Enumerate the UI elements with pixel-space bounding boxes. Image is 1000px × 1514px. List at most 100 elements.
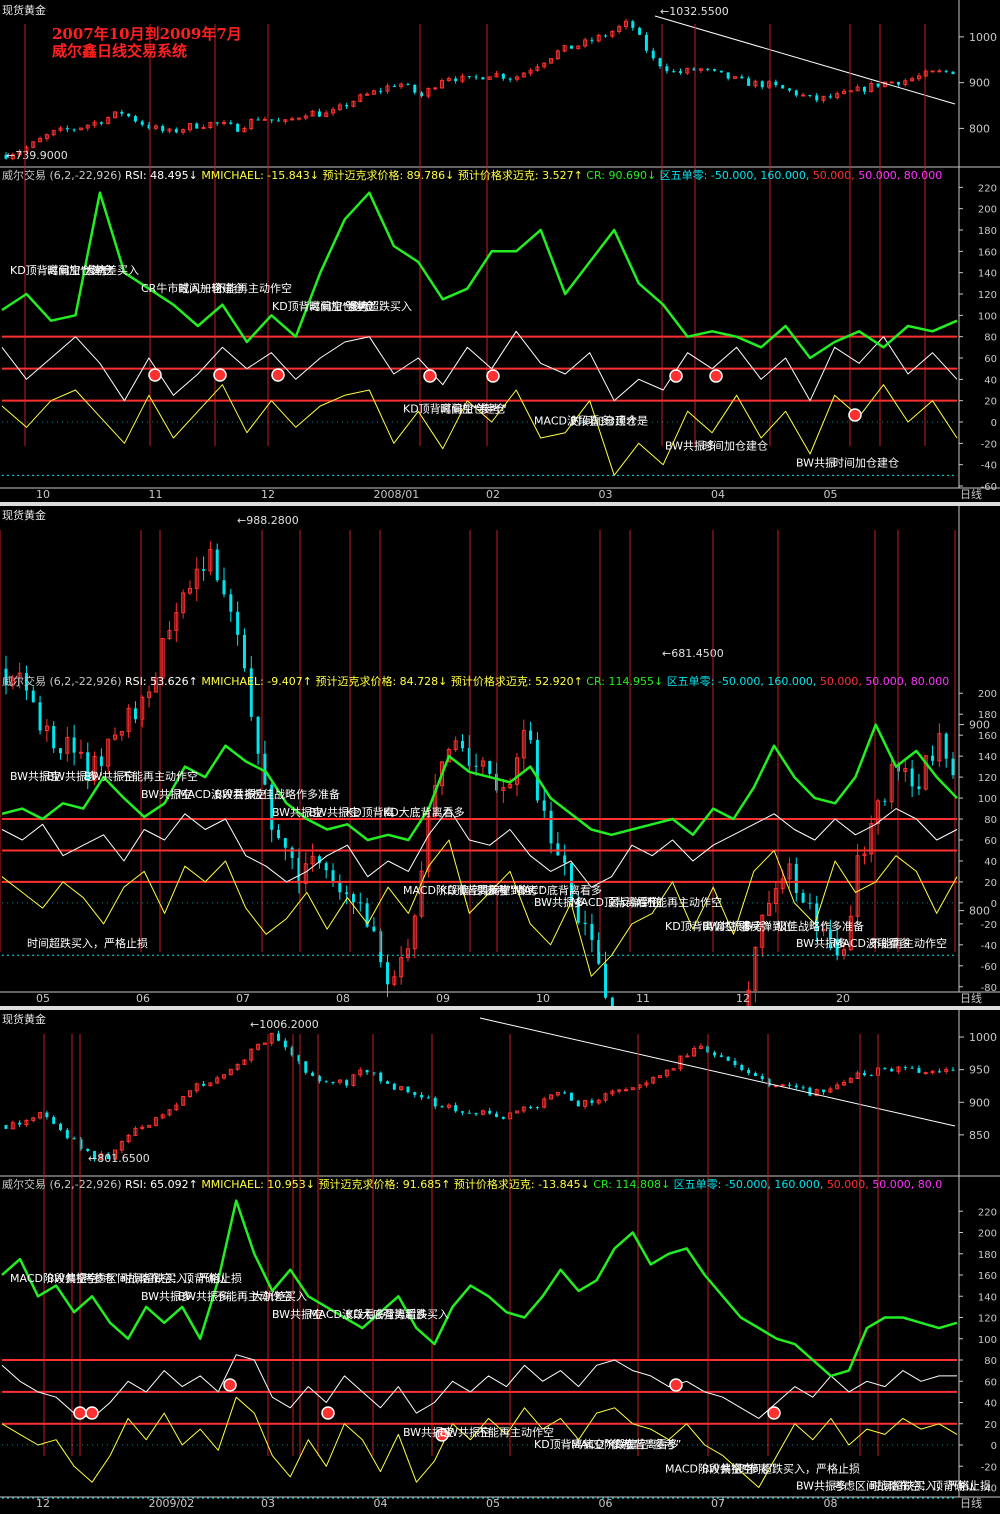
candle-down bbox=[937, 1071, 941, 1073]
candle-up bbox=[126, 707, 131, 732]
candle-up bbox=[65, 736, 70, 754]
candle-up bbox=[862, 853, 867, 857]
x-axis-label: 2008/01 bbox=[374, 488, 420, 501]
candle-up bbox=[855, 855, 860, 917]
candle-down bbox=[910, 768, 914, 787]
candle-down bbox=[604, 35, 608, 37]
candle-down bbox=[38, 702, 42, 731]
candle-down bbox=[72, 1138, 76, 1140]
indicator-value-7: 50.000, bbox=[819, 675, 866, 688]
signal-annotation: BW共振多 bbox=[534, 895, 585, 909]
candle-up bbox=[310, 110, 315, 117]
indicator-value-8: 50.000, 80.000 bbox=[858, 169, 943, 182]
candle-up bbox=[596, 34, 601, 42]
signal-annotation: MACD波段看多 bbox=[833, 936, 910, 950]
candle-up bbox=[535, 66, 540, 71]
candle-down bbox=[249, 668, 253, 717]
candle-up bbox=[174, 1104, 179, 1111]
price-low-label: ←739.9000 bbox=[6, 149, 68, 162]
candle-down bbox=[658, 58, 662, 67]
candle-down bbox=[222, 580, 226, 595]
candle-down bbox=[65, 1130, 69, 1139]
candle-up bbox=[501, 787, 506, 792]
candle-up bbox=[10, 154, 15, 160]
candle-down bbox=[120, 111, 124, 114]
signal-annotation: 不能再主动作空 bbox=[477, 1425, 554, 1439]
candle-down bbox=[365, 1070, 369, 1073]
candle-up bbox=[44, 725, 49, 732]
indicator-value-7: 50.000, bbox=[812, 169, 859, 182]
candle-up bbox=[181, 1096, 186, 1106]
indicator-tick-label: 100 bbox=[978, 311, 997, 322]
candle-down bbox=[304, 1061, 308, 1073]
candle-up bbox=[160, 1114, 165, 1119]
candle-up bbox=[181, 129, 186, 133]
candle-up bbox=[399, 957, 404, 978]
x-axis-label: 10 bbox=[36, 488, 50, 501]
candle-down bbox=[345, 105, 349, 107]
candle-down bbox=[263, 753, 267, 785]
signal-annotation: BW共振空 bbox=[47, 1271, 98, 1285]
candle-down bbox=[747, 78, 751, 86]
candle-up bbox=[38, 1112, 43, 1119]
candle-up bbox=[780, 878, 785, 890]
candle-up bbox=[521, 729, 526, 759]
panel-separator bbox=[0, 502, 1000, 506]
candle-up bbox=[480, 1110, 485, 1115]
candle-up bbox=[99, 1153, 104, 1160]
signal-annotation: 不能再主动作空 bbox=[215, 1289, 292, 1303]
candle-up bbox=[521, 72, 526, 78]
candle-up bbox=[412, 915, 417, 950]
candle-down bbox=[563, 1092, 567, 1094]
candle-up bbox=[651, 1077, 656, 1084]
candle-down bbox=[140, 121, 144, 125]
candle-down bbox=[801, 1087, 805, 1089]
x-axis-label: 12 bbox=[261, 488, 275, 501]
candle-up bbox=[392, 976, 397, 985]
candle-up bbox=[732, 76, 737, 79]
candle-up bbox=[835, 93, 840, 98]
x-axis-label: 06 bbox=[136, 992, 150, 1005]
signal-annotation: 时间加仓建仓 bbox=[178, 281, 244, 295]
candle-up bbox=[583, 1099, 588, 1107]
price-title: 现货黄金 bbox=[2, 509, 46, 522]
candle-down bbox=[876, 83, 880, 87]
candle-up bbox=[549, 1094, 554, 1100]
candle-up bbox=[787, 863, 792, 880]
x-axis-label: 08 bbox=[336, 992, 350, 1005]
candle-up bbox=[440, 761, 445, 787]
indicator-tick-label: 20 bbox=[984, 397, 997, 408]
candle-down bbox=[345, 892, 349, 895]
indicator-tick-label: 40 bbox=[984, 857, 997, 868]
candle-up bbox=[753, 80, 758, 87]
candle-up bbox=[106, 738, 111, 767]
candle-down bbox=[127, 113, 131, 117]
candle-up bbox=[753, 946, 758, 991]
candle-up bbox=[855, 1072, 860, 1080]
candle-down bbox=[733, 1060, 737, 1066]
indicator-tick-label: 100 bbox=[978, 1335, 997, 1346]
candle-up bbox=[623, 20, 628, 28]
candle-up bbox=[38, 138, 43, 143]
candle-down bbox=[242, 634, 246, 669]
trend-line bbox=[654, 15, 956, 105]
candle-down bbox=[215, 122, 219, 124]
candle-down bbox=[822, 1089, 826, 1093]
candle-up bbox=[119, 1141, 124, 1151]
candle-down bbox=[317, 1075, 321, 1082]
candle-down bbox=[787, 1084, 791, 1086]
cr-line bbox=[1, 1199, 958, 1378]
candle-down bbox=[72, 737, 76, 753]
candle-up bbox=[658, 1075, 663, 1079]
indicator-value-4: 预计价格求迈克: 52.920↑ bbox=[450, 675, 587, 688]
candle-down bbox=[808, 95, 812, 97]
candle-up bbox=[331, 109, 336, 114]
signal-annotation: 弱反弹到位 bbox=[739, 919, 794, 933]
candle-up bbox=[903, 768, 908, 772]
candle-down bbox=[297, 857, 301, 884]
signal-annotation: 弱反弹到位 bbox=[608, 895, 663, 909]
indicator-value-3: 预计迈克求价格: 84.728↓ bbox=[315, 675, 451, 688]
indicator-tick-label: 160 bbox=[978, 731, 997, 742]
candle-down bbox=[45, 1112, 49, 1118]
candle-down bbox=[106, 1153, 110, 1159]
